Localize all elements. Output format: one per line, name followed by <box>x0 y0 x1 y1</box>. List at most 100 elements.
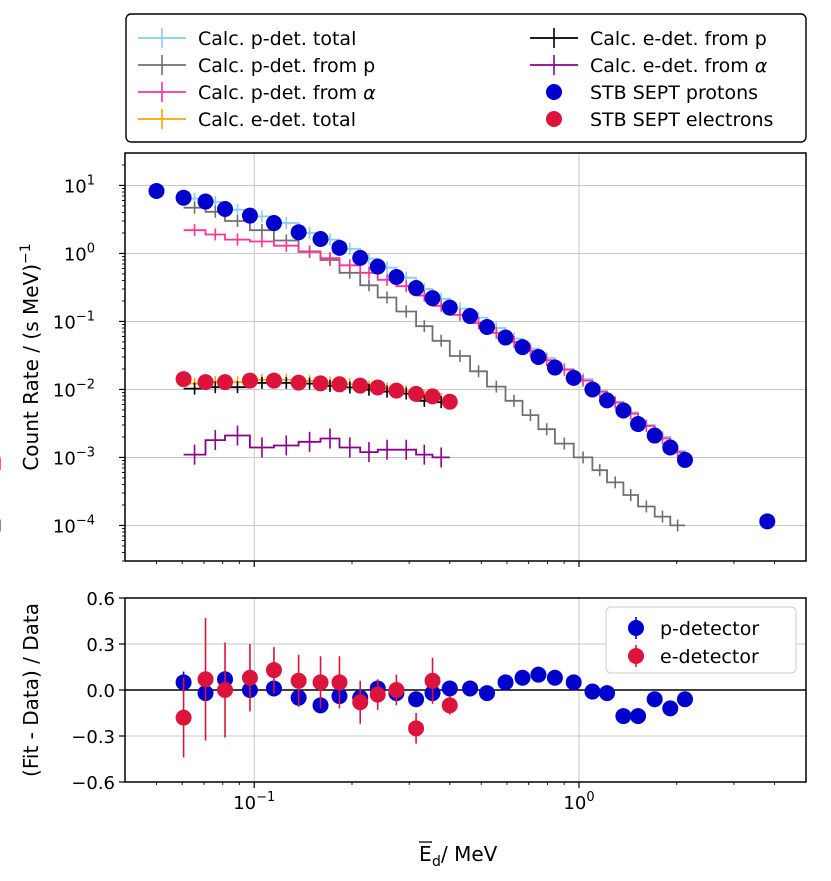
legend-entry: Calc. e-det. from p <box>530 28 767 50</box>
legend-label: Calc. p-det. from p <box>198 55 375 77</box>
data-point <box>175 189 192 206</box>
residual-legend-frame <box>605 606 797 674</box>
residual-point <box>514 669 531 686</box>
main-legend: Calc. p-det. total Calc. p-det. from p Cal… <box>125 13 807 143</box>
data-point <box>424 388 441 405</box>
data-point <box>265 215 282 232</box>
legend-marker <box>628 620 644 636</box>
residual-point <box>462 680 479 697</box>
step-line <box>183 206 685 527</box>
data-point <box>388 382 405 399</box>
data-point <box>148 182 165 199</box>
data-point <box>462 308 479 325</box>
legend-label: Calc. e-det. from p <box>590 28 767 50</box>
residual-point <box>217 682 234 698</box>
legend-entry: STB SEPT electrons <box>546 109 773 131</box>
data-point <box>441 393 458 410</box>
legend-label: STB SEPT electrons <box>590 109 773 131</box>
residual-point <box>546 669 563 686</box>
data-point <box>599 392 616 409</box>
residual-point-series <box>175 617 693 758</box>
residual-point <box>352 694 369 711</box>
legend-label: Calc. p-det. from α <box>198 82 376 104</box>
residual-point <box>408 720 425 737</box>
legend-label: p-detector <box>660 618 759 640</box>
residual-point <box>331 674 348 691</box>
residual-y-tick-label: −0.3 <box>71 727 115 748</box>
data-point <box>759 513 776 530</box>
residual-point <box>265 662 282 679</box>
x-axis-label-unit: / MeV <box>441 842 498 866</box>
residual-point <box>497 674 514 691</box>
step-series <box>0 224 686 471</box>
residual-legend-entry: e-detector <box>628 645 759 668</box>
residual-point <box>290 672 307 689</box>
data-point <box>441 299 458 316</box>
step-series <box>0 192 686 469</box>
y-tick-label: 101 <box>64 173 95 197</box>
point-series <box>175 371 458 410</box>
residual-ylabel: (Fit - Data) / Data <box>19 603 43 777</box>
data-point <box>546 359 563 376</box>
legend-marker <box>546 111 562 127</box>
data-point <box>265 372 282 389</box>
residual-y-tick-label: −0.6 <box>71 773 115 794</box>
legend-entry: Calc. p-det. from p <box>138 55 375 77</box>
y-tick-label: 10−3 <box>53 445 95 469</box>
data-point <box>662 439 679 456</box>
data-point <box>424 290 441 307</box>
residual-y-tick-label: 0.6 <box>86 589 115 610</box>
step-line <box>183 434 450 459</box>
main-point-series <box>148 182 776 530</box>
data-point <box>530 349 547 365</box>
point-series <box>148 182 776 530</box>
residual-point <box>424 672 441 689</box>
residual-point <box>175 709 192 726</box>
legend-frame <box>125 13 807 143</box>
data-point <box>241 207 258 224</box>
legend-label: Calc. e-det. from α <box>590 55 768 77</box>
data-point <box>312 231 329 248</box>
data-point <box>408 385 425 402</box>
data-point <box>584 381 601 398</box>
step-series <box>183 425 450 468</box>
residual-point <box>584 683 601 700</box>
residual-point <box>662 700 679 717</box>
data-point <box>331 239 348 256</box>
x-tick-label: 100 <box>563 790 594 814</box>
data-point <box>217 374 234 391</box>
main-ylabel: Count Rate / (s MeV)−1 <box>18 243 43 470</box>
residual-point <box>530 666 547 683</box>
legend-entry: Calc. e-det. from α <box>530 55 768 77</box>
residual-ticks: 10−1 100 0.6 0.3 0.0 −0.3 −0.6 <box>71 589 775 814</box>
data-point <box>352 249 369 266</box>
data-point <box>312 375 329 392</box>
data-point <box>408 280 425 297</box>
y-tick-label: 10−1 <box>53 309 95 333</box>
residual-point <box>565 674 582 691</box>
main-panel: 101 100 10−1 10−2 10−3 10−4 Count Rate / (s M… <box>0 152 807 567</box>
data-point <box>514 339 531 356</box>
residual-y-tick-label: 0.0 <box>86 681 115 702</box>
residual-point <box>312 674 329 691</box>
x-axis-label-subscript: d <box>432 854 441 870</box>
residual-point <box>441 680 458 697</box>
residual-y-tick-label: 0.3 <box>86 635 115 656</box>
data-point <box>352 377 369 394</box>
residual-point <box>615 708 632 725</box>
legend-entry: Calc. e-det. total <box>138 109 356 131</box>
legend-marker <box>546 84 562 100</box>
residual-point <box>388 682 405 698</box>
residual-point <box>630 708 647 725</box>
residual-legend: p-detector e-detector <box>605 606 797 674</box>
residual-point <box>408 691 425 708</box>
residual-point <box>676 691 693 708</box>
data-point <box>676 451 693 468</box>
data-point <box>290 374 307 391</box>
data-point <box>497 329 514 346</box>
data-point <box>217 201 234 218</box>
main-ticks: 101 100 10−1 10−2 10−3 10−4 <box>53 164 775 567</box>
x-tick-label: 10−1 <box>233 790 275 814</box>
data-point <box>175 371 192 388</box>
data-point <box>630 416 647 433</box>
